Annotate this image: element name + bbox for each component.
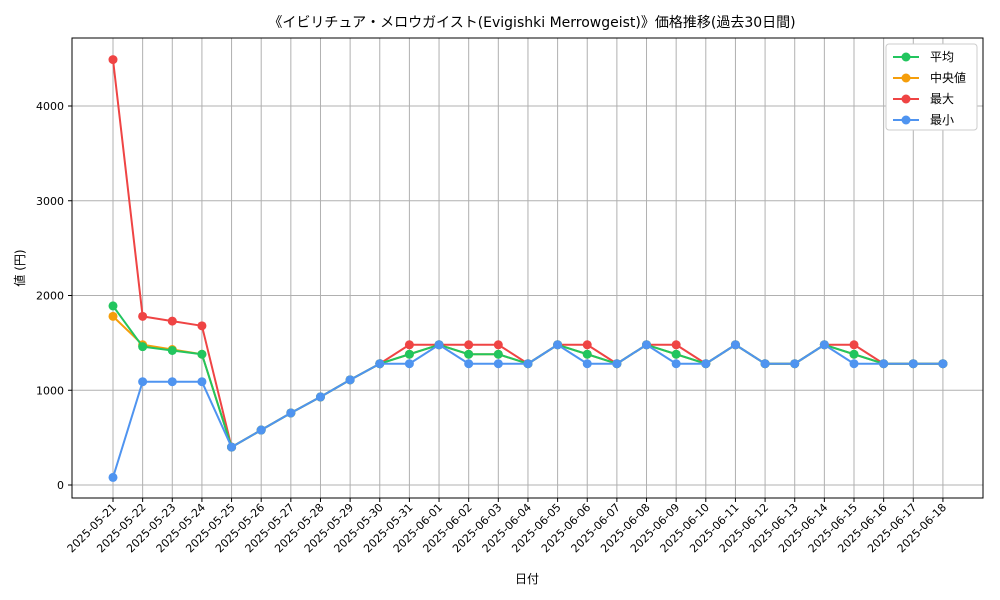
- data-point-min: [286, 408, 296, 418]
- data-point-avg: [464, 349, 474, 359]
- series-min: [108, 340, 948, 482]
- data-point-min: [553, 340, 563, 350]
- legend-item-avg: 平均: [893, 50, 954, 64]
- data-point-max: [671, 340, 681, 350]
- legend-swatch-marker: [901, 52, 911, 62]
- y-tick-label: 4000: [36, 100, 64, 113]
- data-point-min: [167, 377, 177, 387]
- data-point-max: [138, 311, 148, 321]
- data-point-min: [197, 377, 207, 387]
- legend-swatch-marker: [901, 73, 911, 83]
- data-point-max: [582, 340, 592, 350]
- data-point-min: [227, 442, 237, 452]
- y-tick-label: 0: [57, 479, 64, 492]
- y-tick-label: 2000: [36, 290, 64, 303]
- data-point-min: [938, 359, 948, 369]
- data-point-min: [256, 425, 266, 435]
- data-point-avg: [849, 349, 859, 359]
- data-point-max: [464, 340, 474, 350]
- x-axis-label: 日付: [515, 572, 539, 586]
- y-axis-label: 値 (円): [12, 249, 27, 286]
- data-point-min: [108, 472, 118, 482]
- data-point-min: [375, 359, 385, 369]
- legend-label: 中央値: [930, 70, 966, 85]
- data-point-max: [404, 340, 414, 350]
- data-point-min: [612, 359, 622, 369]
- y-tick-label: 3000: [36, 195, 64, 208]
- data-point-avg: [108, 301, 118, 311]
- data-point-min: [434, 340, 444, 350]
- legend-label: 最大: [930, 92, 954, 106]
- legend-swatch-marker: [901, 115, 911, 125]
- legend-label: 最小: [930, 113, 954, 127]
- data-point-min: [404, 359, 414, 369]
- data-point-min: [671, 359, 681, 369]
- data-point-min: [315, 392, 325, 402]
- chart-title: 《イビリチュア・メロウガイスト(Evigishki Merrowgeist)》価…: [268, 15, 795, 31]
- data-point-min: [908, 359, 918, 369]
- legend-swatch-marker: [901, 94, 911, 104]
- data-point-min: [879, 359, 889, 369]
- legend-label: 平均: [930, 50, 954, 64]
- data-point-max: [167, 316, 177, 326]
- data-point-avg: [671, 349, 681, 359]
- data-point-min: [464, 359, 474, 369]
- data-point-max: [849, 340, 859, 350]
- legend-item-min: 最小: [893, 113, 954, 127]
- data-point-avg: [404, 349, 414, 359]
- data-point-min: [642, 340, 652, 350]
- y-tick-label: 1000: [36, 384, 64, 397]
- data-point-max: [197, 321, 207, 331]
- data-point-min: [760, 359, 770, 369]
- data-point-min: [849, 359, 859, 369]
- grid: [72, 38, 983, 498]
- legend-item-max: 最大: [893, 92, 954, 106]
- y-axis-ticks: 0 1000 2000 3000 4000: [36, 100, 72, 492]
- legend-item-median: 中央値: [893, 70, 966, 85]
- x-axis-ticks: 2025-05-212025-05-222025-05-232025-05-24…: [65, 498, 949, 555]
- data-point-min: [701, 359, 711, 369]
- data-point-min: [790, 359, 800, 369]
- data-point-min: [345, 375, 355, 385]
- data-point-max: [108, 55, 118, 65]
- data-point-avg: [138, 342, 148, 352]
- data-point-avg: [582, 349, 592, 359]
- data-point-min: [493, 359, 503, 369]
- data-point-avg: [197, 349, 207, 359]
- data-point-avg: [167, 345, 177, 355]
- plot-frame: [71, 37, 984, 499]
- data-point-min: [819, 340, 829, 350]
- data-point-avg: [493, 349, 503, 359]
- data-point-min: [523, 359, 533, 369]
- data-point-median: [108, 311, 118, 321]
- legend-box: [885, 43, 978, 131]
- data-point-min: [730, 340, 740, 350]
- series-layer: [108, 55, 948, 482]
- data-point-min: [138, 377, 148, 387]
- data-point-max: [493, 340, 503, 350]
- data-point-min: [582, 359, 592, 369]
